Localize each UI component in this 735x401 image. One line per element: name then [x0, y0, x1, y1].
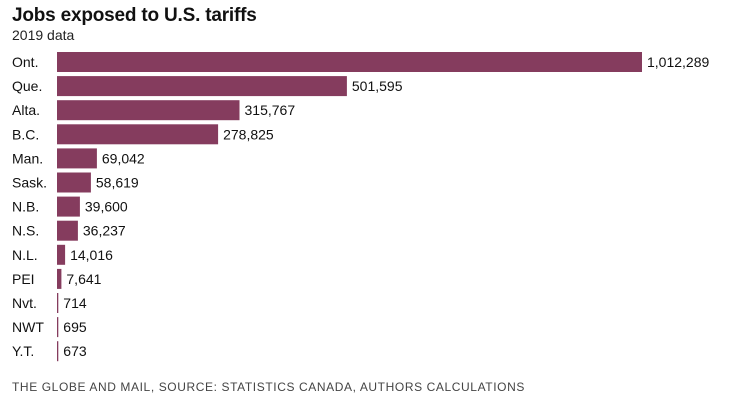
value-label: 673	[63, 343, 87, 359]
bar	[57, 100, 240, 121]
bar	[57, 124, 219, 145]
bar	[57, 148, 97, 169]
chart-subtitle: 2019 data	[12, 27, 75, 43]
bar	[57, 76, 347, 97]
value-label: 315,767	[245, 102, 296, 118]
bar	[57, 244, 66, 265]
category-label: Alta.	[12, 102, 40, 118]
category-label: NWT	[12, 319, 44, 335]
bar	[57, 293, 59, 313]
value-label: 501,595	[352, 78, 403, 94]
value-label: 278,825	[223, 126, 274, 142]
category-label: Que.	[12, 78, 42, 94]
value-label: 714	[63, 295, 87, 311]
value-label: 69,042	[102, 150, 145, 166]
value-label: 7,641	[66, 271, 101, 287]
value-label: 1,012,289	[647, 54, 709, 70]
category-label: Ont.	[12, 54, 38, 70]
bar	[57, 220, 78, 241]
category-label: PEI	[12, 271, 35, 287]
bar	[57, 341, 59, 362]
category-label: Y.T.	[12, 343, 34, 359]
category-label: Man.	[12, 150, 43, 166]
source-credit: THE GLOBE AND MAIL, SOURCE: STATISTICS C…	[12, 380, 525, 394]
bar	[57, 52, 642, 72]
value-label: 695	[63, 319, 87, 335]
category-label: Sask.	[12, 175, 47, 191]
bar	[57, 172, 91, 193]
category-label: N.B.	[12, 199, 39, 215]
value-label: 58,619	[96, 175, 139, 191]
bar	[57, 196, 80, 217]
category-label: Nvt.	[12, 295, 37, 311]
value-label: 36,237	[83, 223, 126, 239]
value-label: 14,016	[70, 247, 113, 263]
bar	[57, 317, 59, 338]
chart-title: Jobs exposed to U.S. tariffs	[12, 5, 257, 26]
value-label: 39,600	[85, 199, 128, 215]
bar	[57, 268, 62, 289]
category-label: B.C.	[12, 126, 39, 142]
category-label: N.L.	[12, 247, 38, 263]
category-label: N.S.	[12, 223, 39, 239]
